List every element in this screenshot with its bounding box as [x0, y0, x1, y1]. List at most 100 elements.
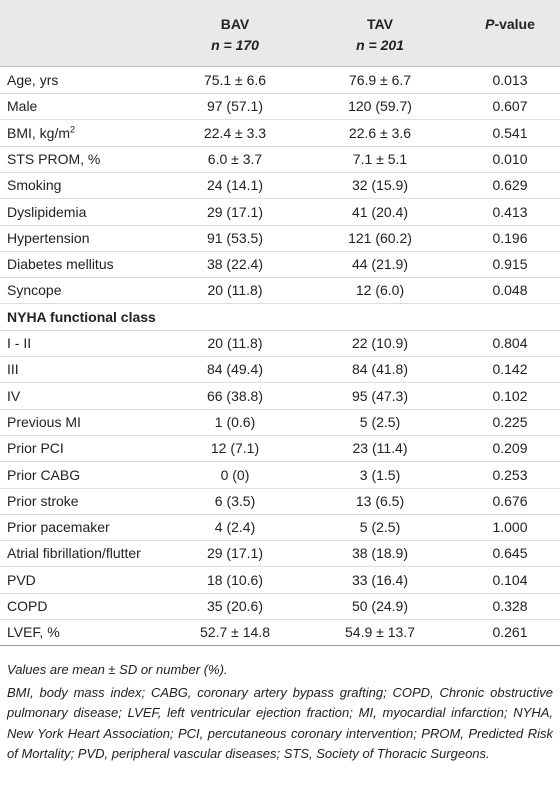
cell: 38 (22.4) — [206, 256, 264, 273]
cell: 41 (20.4) — [351, 203, 409, 220]
cell: 5 (2.5) — [359, 519, 401, 536]
cell: 0.328 — [492, 598, 528, 614]
cell: 35 (20.6) — [206, 598, 264, 614]
row-label: PVD — [7, 571, 36, 588]
row-label: LVEF, % — [7, 624, 60, 641]
header-n: n = 170 — [211, 37, 259, 53]
row-label: Previous MI — [7, 413, 81, 430]
header-title: P-value — [460, 14, 560, 35]
header-cell: BAV n = 170 — [165, 14, 305, 56]
cell: 22 (10.9) — [351, 335, 409, 351]
table-row: IV 66 (38.8) 95 (47.3) 0.102 — [0, 383, 560, 410]
cell: 0.196 — [492, 229, 528, 246]
cell: 0.804 — [492, 335, 528, 351]
cell: 23 (11.4) — [352, 440, 408, 457]
table-row: LVEF, % 52.7 ± 14.8 54.9 ± 13.7 0.261 — [0, 619, 560, 647]
cell: 7.1 ± 5.1 — [352, 150, 408, 167]
cell: 66 (38.8) — [206, 387, 264, 404]
table-row: COPD 35 (20.6) 50 (24.9) 0.328 — [0, 593, 560, 620]
cell: 0.676 — [492, 492, 528, 509]
cell: 50 (24.9) — [351, 598, 409, 614]
cell: 0.010 — [492, 150, 528, 167]
row-label: IV — [7, 387, 21, 404]
cell: 0.104 — [492, 571, 528, 588]
row-label: Male — [7, 98, 38, 115]
cell: 32 (15.9) — [351, 177, 409, 194]
cell: 0 (0) — [220, 466, 250, 483]
cell: 5 (2.5) — [359, 413, 401, 430]
cell: 76.9 ± 6.7 — [348, 72, 412, 88]
table-row: Smoking 24 (14.1) 32 (15.9) 0.629 — [0, 172, 560, 200]
cell: 44 (21.9) — [351, 256, 409, 273]
table-row: Male 97 (57.1) 120 (59.7) 0.607 — [0, 93, 560, 121]
cell: 13 (6.5) — [355, 492, 405, 509]
table-header: BAV n = 170 TAV n = 201 P-value — [0, 0, 560, 67]
cell: 0.607 — [492, 98, 528, 115]
cell: 0.541 — [492, 124, 528, 141]
cell: 18 (10.6) — [206, 571, 264, 588]
cell: 0.142 — [492, 361, 528, 378]
cell: 0.225 — [492, 413, 528, 430]
row-label: COPD — [7, 598, 48, 614]
cell: 29 (17.1) — [206, 545, 264, 562]
row-label: Atrial fibrillation/flutter — [7, 545, 141, 562]
table-row: Age, yrs 75.1 ± 6.6 76.9 ± 6.7 0.013 — [0, 67, 560, 94]
cell: 54.9 ± 13.7 — [345, 624, 415, 641]
cell: 120 (59.7) — [348, 98, 412, 115]
table-row: Prior pacemaker 4 (2.4) 5 (2.5) 1.000 — [0, 514, 560, 542]
table-row: Hypertension 91 (53.5) 121 (60.2) 0.196 — [0, 225, 560, 252]
cell: 20 (11.8) — [207, 282, 263, 299]
cell: 0.209 — [492, 440, 528, 457]
table-row: Diabetes mellitus 38 (22.4) 44 (21.9) 0.915 — [0, 251, 560, 279]
cell: 22.6 ± 3.6 — [348, 124, 412, 141]
cell: 0.261 — [492, 624, 528, 641]
cell: 0.645 — [492, 545, 528, 562]
cell: 38 (18.9) — [351, 545, 409, 562]
row-label: Smoking — [7, 177, 62, 194]
row-label-sup: 2 — [70, 123, 76, 134]
header-cell: TAV n = 201 — [310, 14, 450, 56]
table-row: Prior stroke 6 (3.5) 13 (6.5) 0.676 — [0, 488, 560, 515]
cell: 0.048 — [492, 282, 528, 299]
table-row: BMI, kg/m2 22.4 ± 3.3 22.6 ± 3.6 0.541 — [0, 120, 560, 147]
table-row: PVD 18 (10.6) 33 (16.4) 0.104 — [0, 567, 560, 594]
cell: 97 (57.1) — [206, 98, 264, 115]
header-title: TAV — [310, 14, 450, 35]
table-row: III 84 (49.4) 84 (41.8) 0.142 — [0, 356, 560, 384]
cell: 0.915 — [492, 256, 528, 273]
cell: 3 (1.5) — [359, 466, 401, 483]
row-label: Syncope — [7, 282, 62, 299]
row-label: BMI, kg/m2 — [7, 123, 76, 141]
cell: 22.4 ± 3.3 — [203, 124, 267, 141]
cell: 84 (41.8) — [351, 361, 409, 378]
row-label: Prior pacemaker — [7, 519, 110, 536]
cell: 1 (0.6) — [214, 413, 256, 430]
cell: 29 (17.1) — [206, 203, 264, 220]
row-label: Prior CABG — [7, 466, 81, 483]
cell: 33 (16.4) — [351, 571, 409, 588]
row-label: I - II — [7, 335, 32, 351]
cell: 6 (3.5) — [214, 492, 256, 509]
cell: 20 (11.8) — [207, 335, 263, 351]
section-label: NYHA functional class — [7, 308, 156, 325]
table-row: Prior CABG 0 (0) 3 (1.5) 0.253 — [0, 462, 560, 489]
table-row: Dyslipidemia 29 (17.1) 41 (20.4) 0.413 — [0, 199, 560, 226]
footnote: BMI, body mass index; CABG, coronary art… — [7, 684, 553, 762]
cell: 24 (14.1) — [206, 177, 264, 194]
table-row: Syncope 20 (11.8) 12 (6.0) 0.048 — [0, 277, 560, 305]
cell: 0.413 — [492, 203, 528, 220]
table-row: Prior PCI 12 (7.1) 23 (11.4) 0.209 — [0, 435, 560, 463]
row-label: Age, yrs — [7, 72, 59, 88]
cell: 91 (53.5) — [206, 229, 264, 246]
cell: 75.1 ± 6.6 — [203, 72, 267, 88]
row-label: STS PROM, % — [7, 150, 101, 167]
row-label: Diabetes mellitus — [7, 256, 114, 273]
table-row: STS PROM, % 6.0 ± 3.7 7.1 ± 5.1 0.010 — [0, 146, 560, 173]
row-label: Dyslipidemia — [7, 203, 87, 220]
cell: 52.7 ± 14.8 — [200, 624, 270, 641]
cell: 0.253 — [492, 466, 528, 483]
header-title: TAV — [367, 16, 393, 32]
cell: 0.013 — [492, 72, 528, 88]
cell: 84 (49.4) — [206, 361, 264, 378]
